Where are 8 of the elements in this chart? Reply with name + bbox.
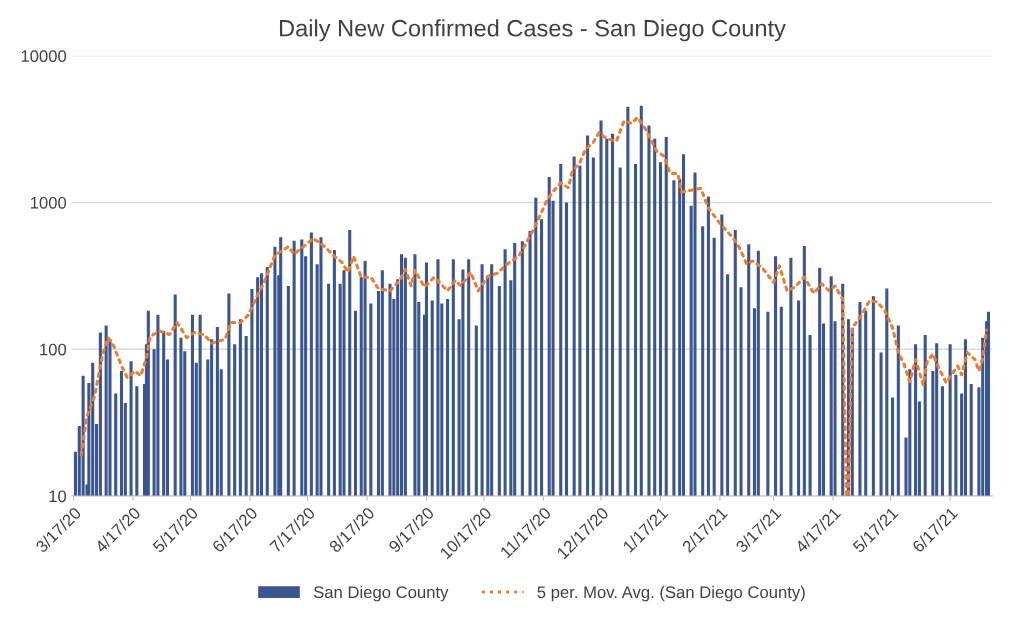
y-tick-label: 10 [49, 490, 67, 503]
y-tick-label: 1000 [30, 196, 67, 209]
y-tick-label: 100 [40, 343, 67, 356]
legend-label: San Diego County [313, 585, 449, 602]
legend-label: 5 per. Mov. Avg. (San Diego County) [537, 585, 805, 602]
y-tick-label: 10000 [21, 50, 67, 62]
line-series [79, 115, 989, 496]
chart-title: Daily New Confirmed Cases - San Diego County [279, 19, 786, 42]
